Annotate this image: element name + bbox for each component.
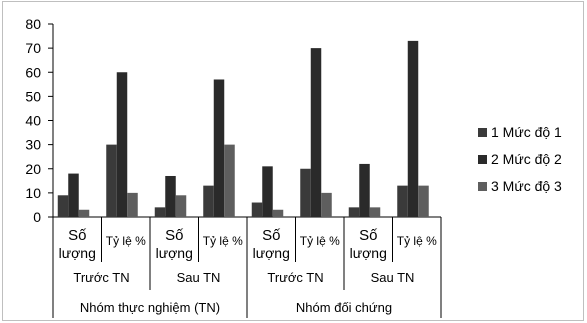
legend-swatch: [478, 182, 487, 191]
legend-swatch: [478, 155, 487, 164]
bar-1-5: [251, 202, 263, 217]
category-label: Tỷ lệ %: [106, 234, 146, 248]
y-tick-label: 30: [25, 137, 41, 153]
bar-2-4: [213, 79, 225, 217]
legend-label: 2 Mức độ 2: [491, 151, 562, 167]
category-label: Số: [262, 227, 281, 244]
y-tick-label: 40: [25, 113, 41, 129]
group-label: Nhóm đối chứng: [296, 300, 392, 315]
bar-1-7: [348, 207, 360, 217]
subgroup-label: Sau TN: [177, 270, 221, 285]
y-tick-label: 10: [25, 185, 41, 201]
category-label: Số: [68, 227, 87, 244]
bar-3-2: [127, 192, 138, 217]
subgroup-label: Sau TN: [371, 270, 415, 285]
bar-3-8: [418, 185, 429, 217]
category-label: lượng: [59, 245, 96, 261]
bar-2-3: [165, 175, 176, 217]
subgroup-label: Trước TN: [73, 270, 129, 285]
bar-2-8: [407, 40, 419, 218]
category-label: Tỷ lệ %: [203, 234, 243, 248]
y-tick-label: 0: [33, 209, 41, 225]
category-label: lượng: [253, 245, 290, 261]
bar-2-2: [116, 72, 128, 217]
bar-1-3: [154, 207, 166, 217]
bar-2-6: [310, 48, 322, 217]
bar-3-7: [369, 207, 381, 217]
category-label: lượng: [350, 245, 387, 261]
bar-2-5: [262, 166, 273, 217]
y-tick-label: 60: [25, 64, 41, 80]
bar-2-1: [68, 173, 79, 217]
subgroup-label: Trước TN: [267, 270, 323, 285]
bar-3-5: [272, 209, 284, 217]
bar-3-6: [321, 192, 332, 217]
legend-swatch: [478, 128, 487, 137]
category-label: Số: [359, 227, 378, 244]
y-tick-label: 50: [25, 88, 41, 104]
category-label: Tỷ lệ %: [397, 234, 437, 248]
bar-1-6: [300, 168, 311, 217]
legend-label: 1 Mức độ 1: [491, 124, 562, 140]
bar-3-4: [224, 144, 235, 217]
bar-1-1: [57, 195, 69, 217]
y-tick-label: 70: [25, 40, 41, 56]
category-label: Số: [165, 227, 184, 244]
y-tick-label: 80: [25, 16, 41, 32]
y-tick-label: 20: [25, 161, 41, 177]
bar-1-8: [397, 185, 408, 217]
legend-label: 3 Mức độ 3: [491, 178, 562, 194]
category-label: Tỷ lệ %: [300, 234, 340, 248]
bar-1-4: [203, 185, 214, 217]
bar-2-7: [359, 163, 370, 217]
bar-3-3: [175, 195, 187, 217]
group-label: Nhóm thực nghiệm (TN): [80, 300, 220, 315]
bar-1-2: [106, 144, 117, 217]
bar-3-1: [78, 209, 90, 217]
category-label: lượng: [156, 245, 193, 261]
